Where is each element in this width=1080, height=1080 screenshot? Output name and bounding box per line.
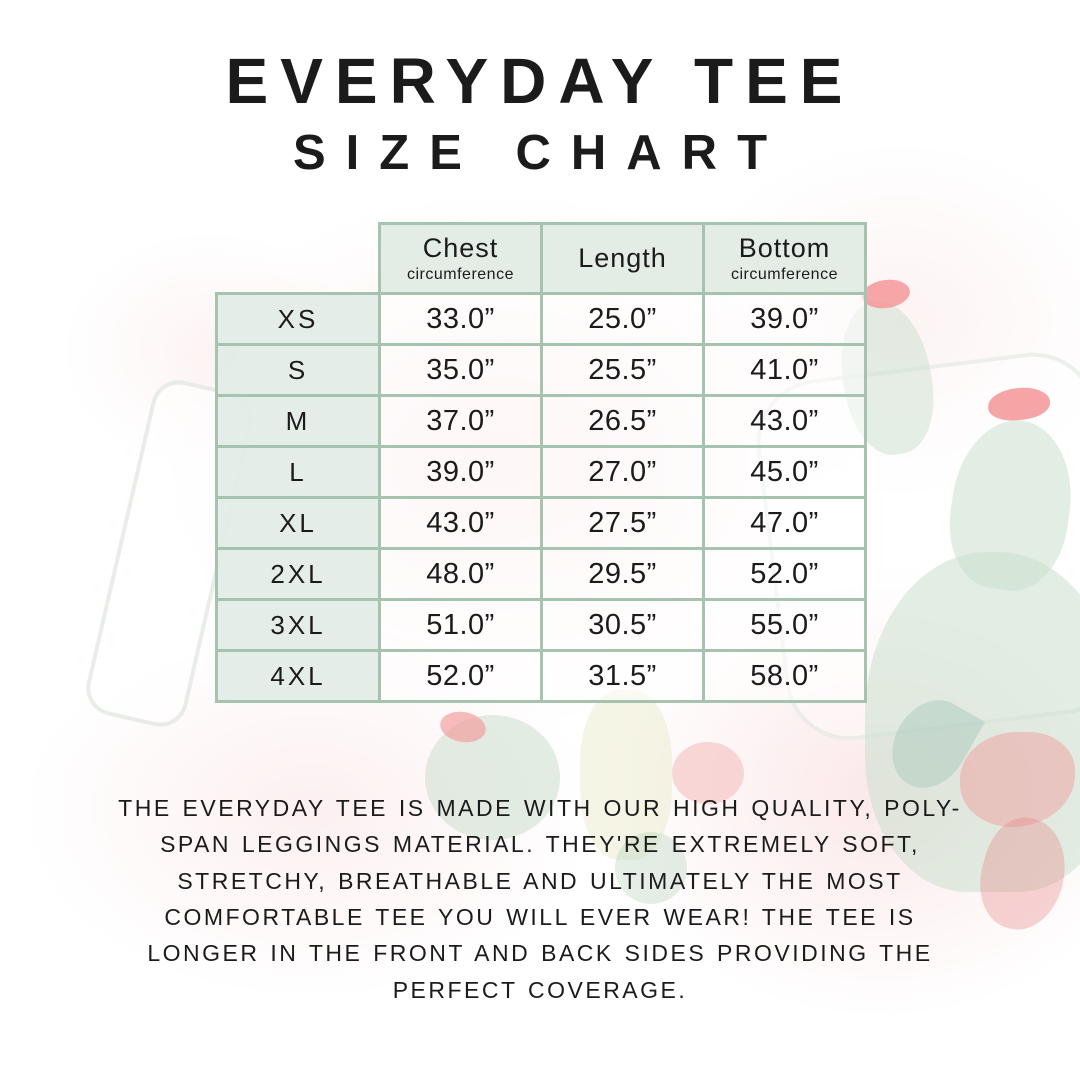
pink-flower	[968, 809, 1078, 939]
table-row: S 35.0” 25.5” 41.0”	[215, 343, 867, 397]
title-block: EVERYDAY TEE SIZE CHART	[0, 45, 1080, 181]
table-row: XL 43.0” 27.5” 47.0”	[215, 496, 867, 550]
bottom-value-cell: 39.0”	[702, 292, 867, 346]
size-cell: S	[215, 343, 381, 397]
length-value-cell: 26.5”	[540, 394, 705, 448]
pink-flower	[437, 708, 489, 746]
column-header-chest: Chest circumference	[378, 222, 543, 295]
chest-value-cell: 43.0”	[378, 496, 543, 550]
length-value-cell: 25.5”	[540, 343, 705, 397]
header-row: Chest circumference Length Bottom circum…	[217, 222, 867, 295]
pink-flower	[986, 384, 1052, 424]
table-row: 3XL 51.0” 30.5” 55.0”	[215, 598, 867, 652]
pink-flower	[860, 276, 912, 312]
leaf-illustration	[876, 686, 986, 802]
bottom-value-cell: 45.0”	[702, 445, 867, 499]
chest-value-cell: 51.0”	[378, 598, 543, 652]
length-value-cell: 30.5”	[540, 598, 705, 652]
chest-value-cell: 48.0”	[378, 547, 543, 601]
bottom-value-cell: 58.0”	[702, 649, 867, 703]
size-cell: M	[215, 394, 381, 448]
length-value-cell: 31.5”	[540, 649, 705, 703]
table-row: L 39.0” 27.0” 45.0”	[215, 445, 867, 499]
column-header-length: Length	[540, 222, 705, 295]
column-header-bottom: Bottom circumference	[702, 222, 867, 295]
column-sublabel: circumference	[407, 265, 514, 283]
chest-value-cell: 39.0”	[378, 445, 543, 499]
size-chart-table: Chest circumference Length Bottom circum…	[215, 222, 867, 703]
cactus-illustration	[940, 412, 1080, 598]
size-cell: 3XL	[215, 598, 381, 652]
size-cell: XL	[215, 496, 381, 550]
length-value-cell: 25.0”	[540, 292, 705, 346]
length-value-cell: 29.5”	[540, 547, 705, 601]
bottom-value-cell: 52.0”	[702, 547, 867, 601]
chest-value-cell: 52.0”	[378, 649, 543, 703]
column-sublabel: circumference	[731, 265, 838, 283]
bottom-value-cell: 41.0”	[702, 343, 867, 397]
column-label: Chest	[422, 233, 499, 264]
size-cell: 4XL	[215, 649, 381, 703]
bottom-value-cell: 55.0”	[702, 598, 867, 652]
size-cell: 2XL	[215, 547, 381, 601]
page-title: EVERYDAY TEE	[225, 45, 855, 117]
corner-cell	[217, 224, 380, 294]
table-row: M 37.0” 26.5” 43.0”	[215, 394, 867, 448]
bottom-value-cell: 47.0”	[702, 496, 867, 550]
table-row: XS 33.0” 25.0” 39.0”	[215, 292, 867, 346]
chest-value-cell: 37.0”	[378, 394, 543, 448]
bottom-value-cell: 43.0”	[702, 394, 867, 448]
page-subtitle: SIZE CHART	[293, 126, 787, 181]
pink-flower	[960, 732, 1075, 827]
chest-value-cell: 35.0”	[378, 343, 543, 397]
table-row: 4XL 52.0” 31.5” 58.0”	[215, 649, 867, 703]
column-label: Bottom	[738, 233, 831, 264]
table-row: 2XL 48.0” 29.5” 52.0”	[215, 547, 867, 601]
chest-value-cell: 33.0”	[378, 292, 543, 346]
column-label: Length	[578, 242, 667, 273]
size-cell: XS	[215, 292, 381, 346]
description-text: THE EVERYDAY TEE IS MADE WITH OUR HIGH Q…	[118, 795, 962, 1003]
length-value-cell: 27.5”	[540, 496, 705, 550]
size-cell: L	[215, 445, 381, 499]
length-value-cell: 27.0”	[540, 445, 705, 499]
